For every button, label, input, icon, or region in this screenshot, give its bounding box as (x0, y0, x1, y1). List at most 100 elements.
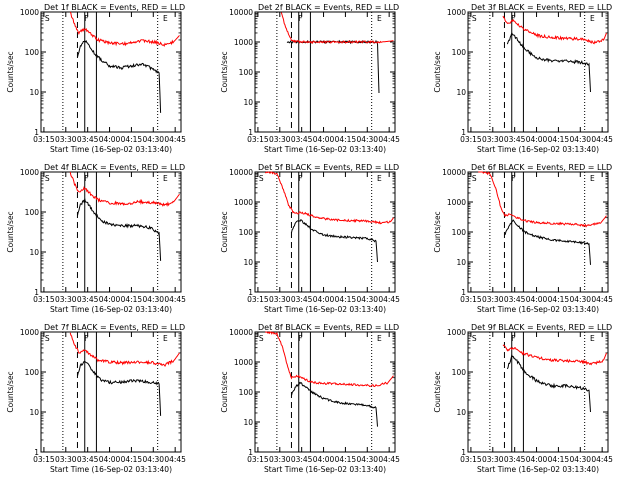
plot-frame (254, 11, 396, 133)
x-tick-label: 03:15 (247, 135, 269, 144)
y-tick-label: 1 (461, 128, 466, 137)
x-tick-label: 03:45 (77, 455, 99, 464)
y-tick-label: 1 (34, 128, 39, 137)
x-tick-label: 04:30 (356, 455, 378, 464)
panel-det-2: Det 2f BLACK = Events, RED = LLD Counts/s… (220, 3, 400, 154)
x-tick-label: 04:00 (526, 455, 548, 464)
marker-f: F (84, 334, 88, 343)
marker-e: E (377, 334, 382, 343)
panel-det-3: Det 3f BLACK = Events, RED = LLD Counts/s… (433, 3, 613, 154)
x-tick-label: 04:15 (335, 295, 357, 304)
marker-f: F (298, 334, 302, 343)
y-tick-label: 1000 (20, 8, 39, 17)
y-tick-label: 10 (29, 88, 39, 97)
y-tick-label: 1000 (234, 38, 253, 47)
plot-frame (40, 171, 182, 293)
x-tick-label: 04:30 (569, 135, 591, 144)
series-lld-line (502, 344, 607, 366)
marker-e: E (163, 14, 168, 23)
y-tick-label: 1000 (20, 168, 39, 177)
x-tick-label: 03:45 (504, 135, 526, 144)
x-tick-label: 04:30 (569, 295, 591, 304)
series-events-line (77, 360, 162, 416)
y-tick-label: 1 (34, 288, 39, 297)
marker-e: E (377, 14, 382, 23)
series-lld-line (69, 171, 180, 207)
marker-s: S (45, 174, 50, 183)
x-tick-label: 04:30 (142, 135, 164, 144)
x-tick-label: 03:45 (291, 295, 313, 304)
x-tick-label: 04:00 (99, 295, 121, 304)
x-tick-label: 03:15 (33, 135, 55, 144)
x-tick-label: 04:30 (356, 135, 378, 144)
y-tick-label: 100 (239, 68, 254, 77)
y-tick-label: 10 (456, 408, 466, 417)
y-axis-label: Counts/sec (6, 211, 15, 252)
x-tick-label: 03:45 (504, 295, 526, 304)
y-axis-label: Counts/sec (433, 51, 442, 92)
marker-f: F (298, 174, 302, 183)
x-tick-label: 03:30 (482, 295, 504, 304)
x-tick-label: 04:15 (548, 135, 570, 144)
x-axis-label: Start Time (16-Sep-02 03:13:40) (50, 145, 172, 154)
y-tick-label: 100 (239, 388, 254, 397)
series-events-line (286, 39, 380, 94)
x-axis-label: Start Time (16-Sep-02 03:13:40) (264, 145, 386, 154)
x-tick-label: 03:15 (247, 455, 269, 464)
panel-det-5: Det 5f BLACK = Events, RED = LLD Counts/s… (220, 163, 400, 314)
y-tick-label: 1000 (20, 328, 39, 337)
x-tick-label: 03:45 (77, 295, 99, 304)
x-tick-label: 04:45 (164, 135, 186, 144)
panel-det-7: Det 7f BLACK = Events, RED = LLD Counts/s… (6, 323, 186, 474)
marker-e: E (590, 174, 595, 183)
plot-frame (254, 171, 396, 293)
plot-frame (467, 331, 609, 453)
x-tick-label: 04:00 (526, 295, 548, 304)
plot-frame (467, 11, 609, 133)
x-tick-label: 04:15 (335, 455, 357, 464)
y-tick-label: 100 (452, 368, 467, 377)
series-lld-line (69, 11, 180, 47)
y-tick-label: 10000 (229, 328, 253, 337)
panel-title: Det 5f BLACK = Events, RED = LLD (258, 163, 399, 172)
series-events-line (506, 353, 591, 413)
series-events-line (506, 31, 591, 93)
y-tick-label: 10 (243, 418, 253, 427)
x-tick-label: 04:00 (313, 455, 335, 464)
y-axis-label: Counts/sec (6, 51, 15, 92)
y-tick-label: 10000 (442, 168, 466, 177)
x-tick-label: 04:15 (121, 135, 143, 144)
y-tick-label: 1 (248, 288, 253, 297)
panel-det-9: Det 9f BLACK = Events, RED = LLD Counts/s… (433, 323, 613, 474)
y-tick-label: 10 (243, 98, 253, 107)
panel-title: Det 7f BLACK = Events, RED = LLD (44, 323, 185, 332)
marker-s: S (472, 334, 477, 343)
panel-det-4: Det 4f BLACK = Events, RED = LLD Counts/s… (6, 163, 186, 314)
panel-det-1: Det 1f BLACK = Events, RED = LLD Counts/s… (6, 3, 186, 154)
series-lld-line (502, 15, 607, 45)
x-tick-label: 03:45 (291, 135, 313, 144)
y-tick-label: 1 (461, 288, 466, 297)
series-events-line (77, 40, 162, 113)
x-axis-label: Start Time (16-Sep-02 03:13:40) (264, 465, 386, 474)
x-tick-label: 04:15 (121, 295, 143, 304)
series-events-line (291, 218, 378, 263)
marker-s: S (472, 14, 477, 23)
y-tick-label: 100 (452, 48, 467, 57)
y-tick-label: 1 (248, 128, 253, 137)
panel-title: Det 6f BLACK = Events, RED = LLD (471, 163, 612, 172)
panel-title: Det 9f BLACK = Events, RED = LLD (471, 323, 612, 332)
marker-e: E (377, 174, 382, 183)
series-lld-line (478, 171, 607, 228)
y-axis-label: Counts/sec (220, 371, 229, 412)
series-lld-line (280, 12, 394, 45)
x-tick-label: 03:30 (55, 295, 77, 304)
y-tick-label: 1000 (447, 328, 466, 337)
x-tick-label: 04:00 (313, 135, 335, 144)
panel-det-8: Det 8f BLACK = Events, RED = LLD Counts/s… (220, 323, 400, 474)
series-events-line (504, 219, 591, 265)
x-tick-label: 04:30 (142, 455, 164, 464)
y-tick-label: 10 (29, 408, 39, 417)
panel-title: Det 8f BLACK = Events, RED = LLD (258, 323, 399, 332)
